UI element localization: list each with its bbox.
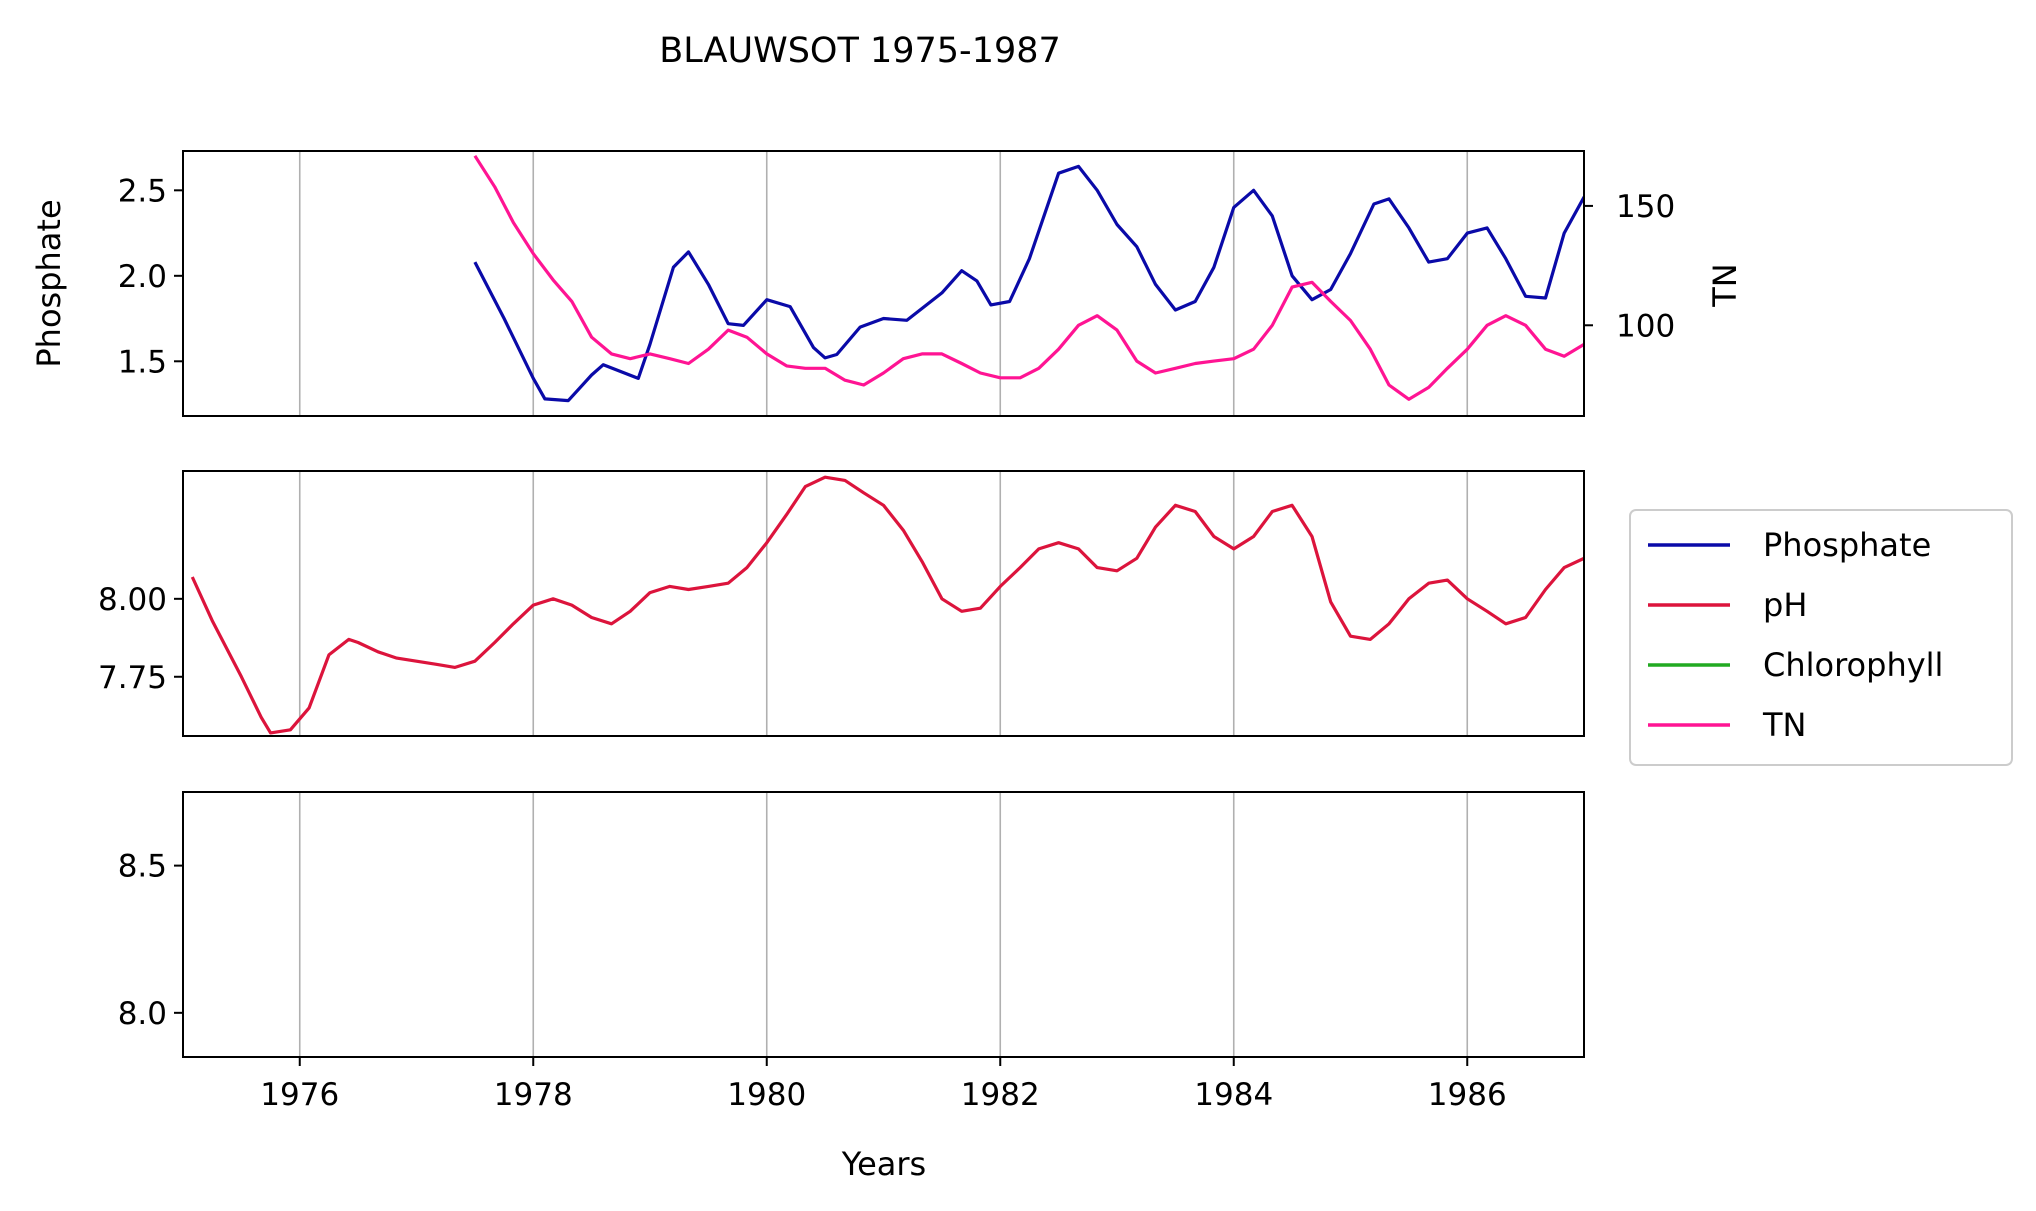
y-tick-label: 2.0 [118, 259, 167, 295]
x-axis: 1976 1978 1980 1982 1984 1986 [260, 1057, 1507, 1113]
series-group [190, 475, 1584, 735]
panel-frame [182, 470, 1585, 737]
x-tick-label: 1984 [1194, 1077, 1273, 1113]
y-tick-label: 8.0 [118, 996, 167, 1032]
legend-frame [1629, 509, 2013, 766]
panel-chlorophyll: 8.0 8.5 [118, 791, 1585, 1058]
legend-label: TN [1762, 706, 1806, 744]
y-tick-label: 2.5 [118, 173, 167, 209]
x-tick-label: 1982 [961, 1077, 1040, 1113]
y-axis-label: Phosphate [30, 199, 68, 367]
x-tick-label: 1986 [1428, 1077, 1507, 1113]
legend-label: Chlorophyll [1763, 646, 1943, 684]
secondary-y-axis-label: TN [1706, 263, 1744, 307]
series-line-tn [473, 154, 1584, 401]
y-tick-label: 7.75 [98, 660, 167, 696]
panel-frame [182, 791, 1585, 1058]
legend-label: Phosphate [1763, 526, 1931, 564]
panel-ph: 7.75 8.00 [98, 470, 1585, 737]
legend: Phosphate pH Chlorophyll TN [1629, 509, 2013, 766]
series-line-ph [190, 475, 1584, 735]
panel-frame [182, 150, 1585, 417]
series-group [473, 154, 1584, 403]
chart-title: BLAUWSOT 1975-1987 [659, 31, 1061, 71]
x-tick-label: 1978 [494, 1077, 573, 1113]
y-tick-label: 1.5 [118, 344, 167, 380]
legend-label: pH [1763, 586, 1807, 624]
x-tick-label: 1980 [727, 1077, 806, 1113]
y-tick-label: 8.5 [118, 849, 167, 885]
secondary-y-tick-label: 150 [1616, 189, 1675, 225]
secondary-y-tick-label: 100 [1616, 308, 1675, 344]
x-tick-label: 1976 [260, 1077, 339, 1113]
series-line-phosphate [473, 164, 1584, 403]
x-axis-label: Years [841, 1145, 926, 1183]
panel-phosphate-tn: 1.5 2.0 2.5 Phosphate 100 150 TN [30, 150, 1744, 417]
y-tick-label: 8.00 [98, 582, 167, 618]
